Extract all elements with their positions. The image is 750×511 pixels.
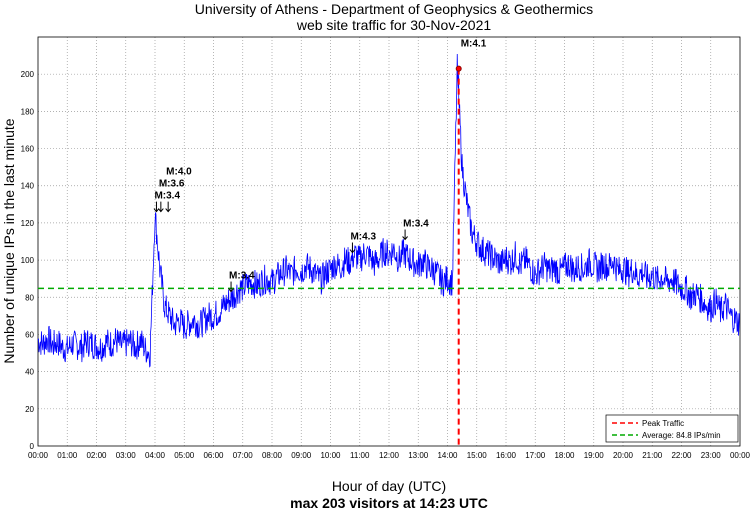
y-tick-label: 180 [21,107,35,116]
peak-annotation: M:4.1 [461,39,487,50]
earthquake-arrowhead-icon [157,208,164,213]
y-tick-label: 40 [25,368,34,377]
x-tick-label: 16:00 [496,451,517,460]
earthquake-annotation: M:3.6 [159,179,185,190]
y-tick-label: 140 [21,182,35,191]
x-tick-label: 04:00 [145,451,166,460]
x-axis-label: Hour of day (UTC) [332,478,446,494]
earthquake-annotation: M:4.0 [166,167,192,178]
y-axis-label: Number of unique IPs in the last minute [1,118,17,363]
earthquake-arrowhead-icon [165,208,172,213]
y-tick-label: 200 [21,70,35,79]
x-tick-label: 08:00 [262,451,283,460]
x-tick-label: 19:00 [584,451,605,460]
chart-subtitle: web site traffic for 30-Nov-2021 [296,17,491,33]
plot-frame [37,36,741,447]
earthquake-arrowhead-icon [349,249,356,254]
x-tick-label: 22:00 [671,451,692,460]
legend: Peak Traffic Average: 84.8 IPs/min [605,414,739,443]
y-tick-label: 120 [21,219,35,228]
x-tick-label: 11:00 [350,451,370,460]
earthquake-arrowhead-icon [402,236,408,241]
earthquake-annotation: M:3.4 [229,271,255,282]
x-tick-label: 10:00 [320,451,341,460]
x-tick-label: 09:00 [291,451,312,460]
peak-marker [455,65,462,72]
earthquake-annotation: M:4.3 [350,232,376,243]
x-tick-label: 13:00 [408,451,429,460]
legend-average-label: Average: 84.8 IPs/min [642,431,721,440]
x-tick-label: 12:00 [379,451,400,460]
x-tick-label: 20:00 [613,451,634,460]
x-tick-label: 17:00 [525,451,546,460]
y-tick-label: 0 [30,442,35,451]
x-tick-label: 06:00 [203,451,224,460]
x-tick-label: 01:00 [57,451,78,460]
earthquake-arrowhead-icon [228,288,234,293]
y-tick-label: 80 [25,293,34,302]
x-tick-label: 14:00 [437,451,458,460]
legend-peak-label: Peak Traffic [642,419,684,428]
x-tick-label: 03:00 [116,451,137,460]
x-tick-label: 07:00 [233,451,254,460]
chart-title: University of Athens - Department of Geo… [195,1,593,17]
earthquake-arrowhead-icon [153,208,160,213]
x-tick-label: 00:00 [730,451,750,460]
legend-box [605,414,739,443]
y-tick-label: 100 [21,256,35,265]
x-tick-label: 02:00 [86,451,107,460]
y-tick-label: 20 [25,405,34,414]
traffic-series-line [37,53,740,368]
earthquake-annotation: M:3.4 [403,219,429,230]
x-axis-label-max: max 203 visitors at 14:23 UTC [290,495,488,511]
x-tick-label: 05:00 [174,451,195,460]
earthquake-annotation: M:3.4 [154,191,180,202]
x-tick-label: 15:00 [467,451,488,460]
y-tick-label: 160 [21,145,35,154]
x-tick-label: 00:00 [28,451,49,460]
x-tick-label: 18:00 [554,451,575,460]
x-tick-label: 23:00 [701,451,722,460]
y-tick-label: 60 [25,330,34,339]
x-tick-label: 21:00 [642,451,663,460]
